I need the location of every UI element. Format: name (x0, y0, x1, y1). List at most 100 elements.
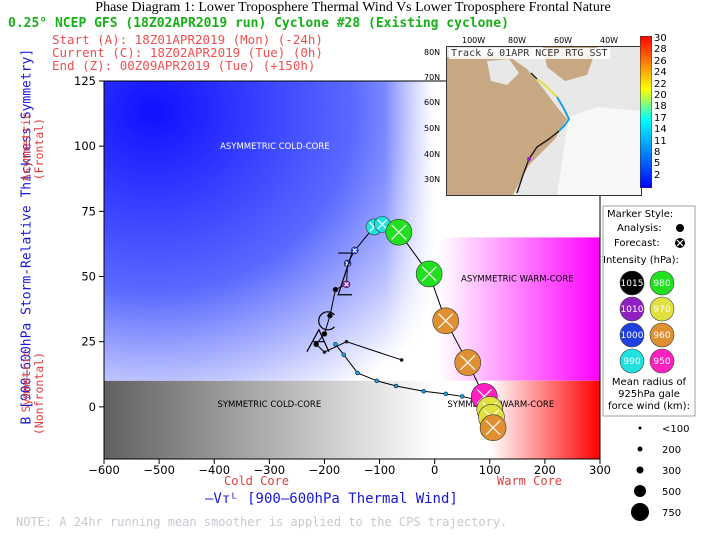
map-lat-30n: 30N (424, 175, 441, 184)
map-land-north-america (447, 55, 567, 195)
legend-radius-title: force wind (km): (608, 401, 690, 412)
y-tick-label: 25 (81, 335, 96, 349)
map-track-end (536, 78, 558, 98)
x-tick-label: −100 (364, 463, 396, 477)
x-tick-label: 100 (479, 463, 501, 477)
forecast-cross (352, 248, 358, 253)
y-tick-label: 100 (74, 139, 96, 153)
intensity-label: 1010 (621, 305, 644, 315)
trail-point (374, 378, 380, 384)
track-map (447, 47, 641, 195)
intensity-swatch (619, 296, 645, 322)
y-tick-label: 75 (81, 204, 96, 218)
track-point (332, 286, 339, 293)
quadrant-asym-cold-label: ASYMMETRIC COLD-CORE (220, 142, 330, 152)
radius-label: 300 (662, 466, 681, 477)
radius-label: <100 (662, 424, 689, 435)
sst-label: 8 (654, 147, 661, 158)
intensity-swatch (649, 296, 675, 322)
intensity-label: 980 (653, 279, 670, 289)
forecast-cross (377, 219, 388, 230)
track-map-inset: Track & 01APR NCEP RTG SST (446, 46, 642, 196)
sst-label: 18 (654, 101, 667, 113)
map-lat-50n: 50N (424, 124, 441, 133)
track-point (322, 350, 327, 354)
trail-point (355, 370, 360, 376)
radius-label: 500 (662, 487, 681, 498)
y-axis-sym-sub: (Nonfrontal) (32, 352, 46, 436)
x-tick-label: 0 (431, 463, 438, 477)
marker-end-z (337, 252, 353, 296)
x-tick-label: 300 (589, 463, 611, 477)
legend: Marker Style: Analysis: Forecast: Intensity… (602, 205, 696, 521)
y-axis-asym-sub: (Frontal) (32, 118, 46, 181)
map-caption: Track & 01APR NCEP RTG SST (449, 48, 610, 59)
sst-label: 22 (654, 78, 667, 90)
quadrant-sym-cold-label: SYMMETRIC COLD-CORE (217, 400, 321, 410)
intensity-swatch (649, 348, 675, 374)
radius-label: 750 (662, 508, 681, 519)
x-axis-cold-label: Cold Core (224, 474, 290, 488)
x-tick-label: −400 (198, 463, 230, 477)
trail-point (443, 391, 448, 397)
x-tick-label: −200 (309, 463, 341, 477)
x-tick-label: −600 (88, 463, 120, 477)
map-track-point (527, 157, 531, 161)
marker-current-c (318, 311, 335, 331)
map-lon-40w: 40W (600, 36, 619, 45)
legend-marker-style: Marker Style: (607, 209, 673, 220)
quadrant-asym-warm-label: ASYMMETRIC WARM-CORE (461, 275, 574, 285)
map-sst-warm (557, 107, 641, 195)
x-axis-label: –Vᴛᴸ [900–600hPa Thermal Wind] (205, 491, 458, 507)
smoother-note: NOTE: A 24hr running mean smoother is ap… (16, 515, 508, 529)
map-lon-80w: 80W (508, 36, 527, 45)
forecast-cross (438, 313, 454, 329)
forecast-cross (485, 420, 501, 436)
x-tick-label: 200 (534, 463, 556, 477)
sst-label: 26 (654, 55, 667, 67)
trail-point (333, 342, 338, 347)
intensity-label: 970 (653, 305, 670, 315)
legend-intensity-title: Intensity (hPa): (603, 255, 679, 266)
plot-frame (103, 80, 601, 460)
sst-label: 2 (654, 169, 661, 181)
sst-label: 5 (654, 158, 661, 170)
map-track-forecast (556, 96, 571, 132)
intensity-swatch (649, 270, 675, 296)
intensity-label: 1000 (621, 331, 644, 341)
track-point (399, 358, 404, 362)
intensity-swatch (649, 322, 675, 348)
track-point (321, 331, 328, 337)
sst-colorbar (640, 36, 652, 188)
legend-forecast: Forecast: (614, 238, 660, 249)
map-hudson-bay (487, 59, 519, 85)
radius-marker (636, 466, 644, 474)
map-lat-40n: 40N (424, 150, 441, 159)
sst-label: 24 (654, 67, 667, 79)
legend-analysis-marker (676, 224, 684, 232)
sst-label: 11 (654, 135, 667, 147)
radius-marker (634, 485, 646, 497)
intensity-label: 1015 (621, 279, 644, 289)
track-point (344, 339, 349, 344)
y-tick-label: 50 (81, 270, 96, 284)
trail-point (421, 388, 426, 394)
trail-point (393, 383, 399, 389)
intensity-label: 960 (653, 331, 670, 341)
forecast-cross (391, 224, 407, 240)
radius-marker (637, 446, 643, 452)
forecast-cross (460, 354, 476, 371)
radius-marker (638, 426, 642, 430)
legend-radius-title: Mean radius of (612, 377, 687, 388)
marker-start-a (306, 328, 330, 352)
sym-cold-region (104, 380, 435, 459)
sym-warm-region (489, 380, 600, 459)
cyclone-track (306, 216, 507, 442)
legend-radius-title: 925hPa gale (618, 389, 680, 400)
sst-label: 17 (654, 112, 667, 124)
intensity-swatch (619, 322, 645, 348)
sst-label: 30 (654, 33, 667, 44)
x-axis-warm-label: Warm Core (497, 474, 563, 488)
track-point (313, 341, 319, 348)
